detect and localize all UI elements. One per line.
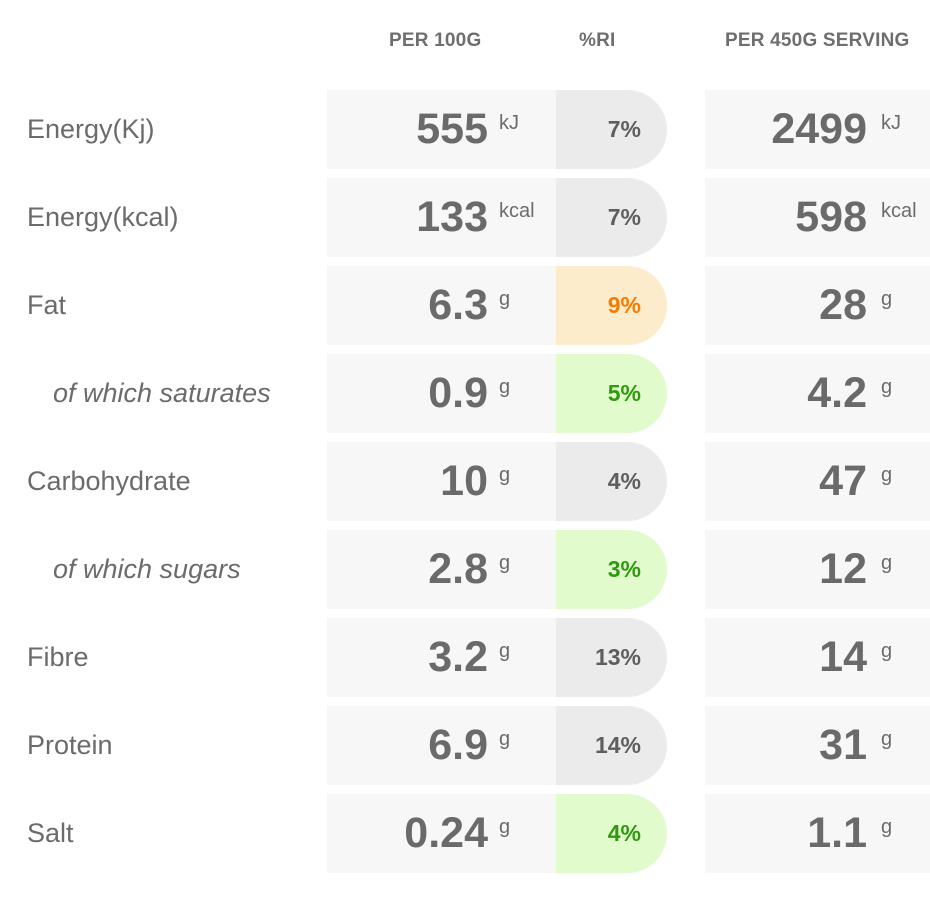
per-serving-value: 14 (819, 633, 867, 681)
per-100g-cell: 0.24 g (327, 794, 556, 873)
per-100g-unit: g (499, 816, 511, 838)
per-100g-cell: 6.9 g (327, 706, 556, 785)
per-100g-value: 10 (440, 457, 488, 505)
per-100g-value: 555 (416, 105, 488, 153)
nutrient-label: Salt (27, 818, 74, 848)
per-100g-unit: kJ (499, 112, 519, 134)
per-serving-unit: g (881, 288, 893, 310)
per-serving-cell: 4.2 g (705, 354, 930, 433)
per-serving-cell: 31 g (705, 706, 930, 785)
nutrition-row: Carbohydrate 10 g 4% 47 g (0, 442, 930, 521)
per-serving-unit: kcal (881, 200, 917, 222)
per-100g-unit: g (499, 288, 511, 310)
per-serving-cell: 28 g (705, 266, 930, 345)
header-per-serving: PER 450G SERVING (725, 30, 910, 51)
header-ri: %RI (579, 30, 616, 51)
per-serving-cell: 1.1 g (705, 794, 930, 873)
per-serving-value: 28 (819, 281, 867, 329)
ri-percent-badge: 3% (556, 530, 667, 609)
nutrition-row: Fat 6.3 g 9% 28 g (0, 266, 930, 345)
per-serving-cell: 47 g (705, 442, 930, 521)
ri-percent-badge: 14% (556, 706, 667, 785)
per-100g-cell: 6.3 g (327, 266, 556, 345)
per-serving-value: 4.2 (807, 369, 867, 417)
per-100g-cell: 3.2 g (327, 618, 556, 697)
nutrition-row: of which sugars 2.8 g 3% 12 g (0, 530, 930, 609)
per-serving-unit: g (881, 552, 893, 574)
per-serving-unit: g (881, 816, 893, 838)
per-100g-cell: 555 kJ (327, 90, 556, 169)
nutrition-row: Energy(kcal) 133 kcal 7% 598 kcal (0, 178, 930, 257)
ri-percent-badge: 13% (556, 618, 667, 697)
per-serving-cell: 12 g (705, 530, 930, 609)
nutrition-row: Energy(Kj) 555 kJ 7% 2499 kJ (0, 90, 930, 169)
nutrition-row: of which saturates 0.9 g 5% 4.2 g (0, 354, 930, 433)
per-100g-value: 2.8 (428, 545, 488, 593)
ri-percent-badge: 4% (556, 442, 667, 521)
ri-percent-badge: 7% (556, 178, 667, 257)
per-100g-unit: g (499, 464, 511, 486)
per-serving-unit: g (881, 464, 893, 486)
nutrient-label: Energy(kcal) (27, 202, 179, 232)
nutrition-row: Fibre 3.2 g 13% 14 g (0, 618, 930, 697)
nutrient-label: Fibre (27, 642, 89, 672)
nutrition-row: Salt 0.24 g 4% 1.1 g (0, 794, 930, 873)
per-serving-unit: g (881, 640, 893, 662)
per-serving-value: 12 (819, 545, 867, 593)
ri-percent-badge: 7% (556, 90, 667, 169)
per-100g-unit: g (499, 640, 511, 662)
per-serving-unit: kJ (881, 112, 901, 134)
per-100g-value: 6.9 (428, 721, 488, 769)
per-serving-value: 2499 (771, 105, 867, 153)
per-serving-value: 598 (795, 193, 867, 241)
nutrition-row: Protein 6.9 g 14% 31 g (0, 706, 930, 785)
ri-percent-badge: 4% (556, 794, 667, 873)
per-100g-value: 133 (416, 193, 488, 241)
per-100g-unit: kcal (499, 200, 535, 222)
per-100g-unit: g (499, 728, 511, 750)
per-100g-value: 6.3 (428, 281, 488, 329)
per-100g-unit: g (499, 552, 511, 574)
nutrient-label: Carbohydrate (27, 466, 191, 496)
per-serving-unit: g (881, 376, 893, 398)
per-serving-value: 1.1 (807, 809, 867, 857)
per-serving-value: 31 (819, 721, 867, 769)
per-100g-cell: 10 g (327, 442, 556, 521)
header-per-100g: PER 100G (389, 30, 482, 51)
ri-percent-badge: 9% (556, 266, 667, 345)
per-100g-cell: 2.8 g (327, 530, 556, 609)
nutrient-label: Protein (27, 730, 113, 760)
ri-percent-badge: 5% (556, 354, 667, 433)
per-serving-cell: 598 kcal (705, 178, 930, 257)
nutrient-label: Energy(Kj) (27, 114, 155, 144)
per-100g-value: 3.2 (428, 633, 488, 681)
nutrient-label: of which saturates (53, 378, 271, 408)
per-serving-value: 47 (819, 457, 867, 505)
per-100g-value: 0.24 (404, 809, 488, 857)
per-100g-cell: 133 kcal (327, 178, 556, 257)
per-100g-cell: 0.9 g (327, 354, 556, 433)
nutrient-label: of which sugars (53, 554, 241, 584)
nutrient-label: Fat (27, 290, 67, 320)
per-serving-cell: 14 g (705, 618, 930, 697)
per-serving-cell: 2499 kJ (705, 90, 930, 169)
per-serving-unit: g (881, 728, 893, 750)
per-100g-value: 0.9 (428, 369, 488, 417)
per-100g-unit: g (499, 376, 511, 398)
